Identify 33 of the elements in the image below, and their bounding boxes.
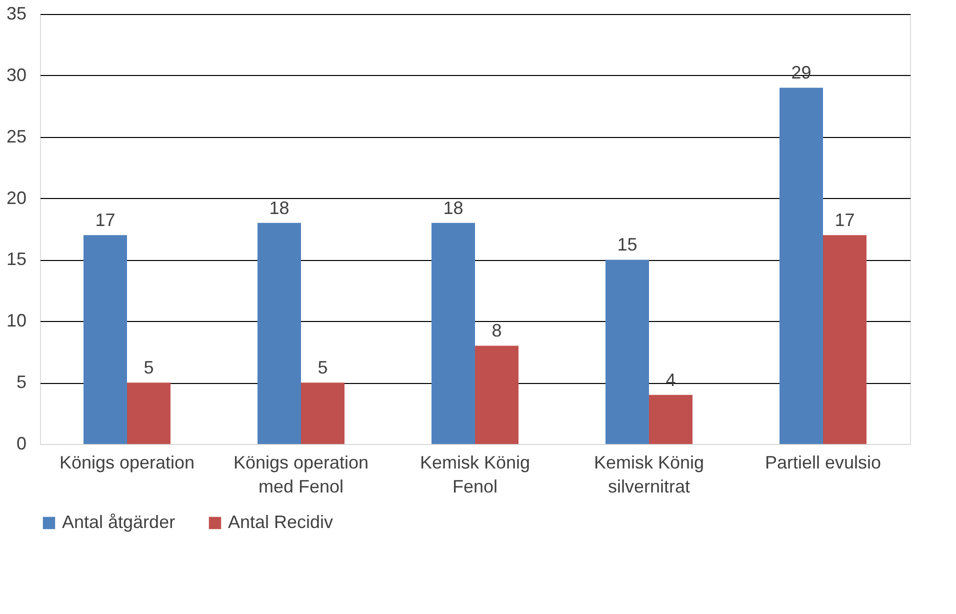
- data-label: 5: [144, 358, 154, 378]
- data-label: 15: [617, 234, 638, 255]
- bar: [127, 382, 170, 444]
- bar: [258, 222, 301, 444]
- x-tick-label: Königs operation med Fenol: [233, 452, 369, 496]
- data-label: 17: [834, 210, 855, 230]
- bar: [301, 382, 344, 444]
- legend-label: Antal åtgärder: [62, 512, 176, 532]
- bar: [649, 394, 692, 444]
- y-tick-label: 10: [6, 310, 26, 331]
- data-label: 8: [492, 320, 502, 341]
- bar: [823, 235, 866, 444]
- x-tick-label: Partiell evulsio: [764, 452, 882, 472]
- bar: [84, 235, 127, 444]
- data-label: 18: [443, 198, 464, 218]
- data-label: 17: [95, 210, 116, 230]
- bar: [606, 260, 649, 444]
- y-tick-label: 15: [6, 249, 26, 270]
- data-label: 18: [269, 198, 290, 218]
- x-tick-label: Kemisk König Fenol: [420, 452, 530, 496]
- y-tick-label: 25: [6, 126, 26, 146]
- y-tick-label: 20: [6, 188, 26, 208]
- x-tick-label: Königs operation: [59, 452, 195, 472]
- bar: [432, 222, 475, 444]
- bar: [780, 88, 823, 444]
- bar: [475, 346, 518, 444]
- data-label: 5: [318, 358, 328, 378]
- y-tick-label: 0: [16, 434, 26, 454]
- legend-label: Antal Recidiv: [228, 512, 334, 532]
- y-tick-label: 35: [6, 4, 26, 24]
- y-tick-label: 30: [6, 64, 26, 85]
- x-tick-label: Kemisk König silvernitrat: [594, 452, 704, 496]
- y-tick-label: 5: [16, 372, 26, 392]
